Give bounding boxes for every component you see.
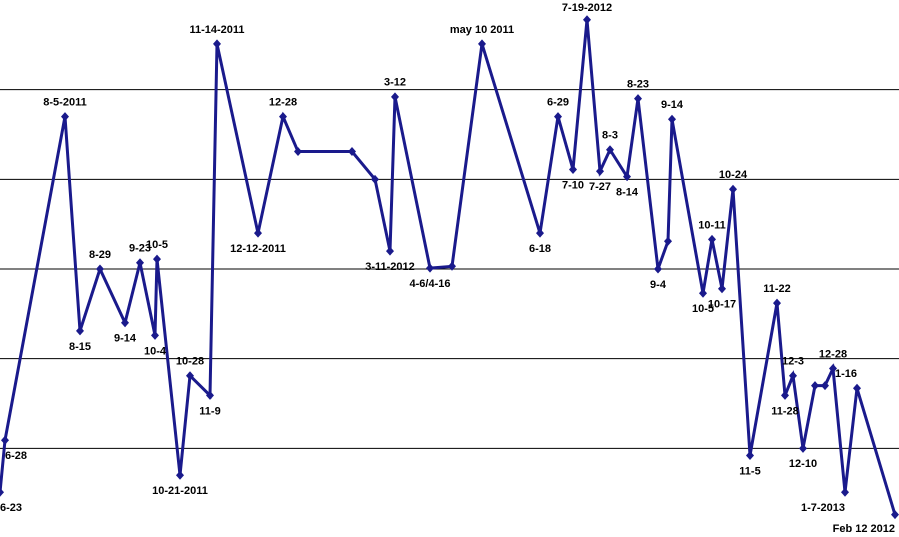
marker (829, 364, 837, 374)
marker (583, 15, 591, 25)
marker (789, 371, 797, 381)
point-label: 10-4 (144, 345, 167, 357)
marker (426, 263, 434, 273)
marker (891, 510, 899, 520)
marker (811, 381, 819, 391)
marker (348, 147, 356, 157)
marker (821, 381, 829, 391)
point-label: 12-28 (269, 96, 297, 108)
marker (206, 390, 214, 400)
marker (668, 114, 676, 124)
marker (121, 318, 129, 328)
point-label: 9-14 (661, 99, 684, 111)
point-label: 7-27 (589, 181, 611, 193)
point-label: 10-5 (146, 239, 168, 251)
marker (799, 443, 807, 453)
line (0, 19, 897, 516)
point-label: 10-21-2011 (152, 485, 208, 497)
point-label: 12-12-2011 (230, 243, 286, 255)
point-label: 12-10 (789, 458, 817, 470)
point-label: 8-15 (69, 341, 91, 353)
marker (634, 94, 642, 104)
marker (448, 261, 456, 271)
point-label: 7-10 (562, 179, 584, 191)
point-label: 6-29 (547, 96, 569, 108)
point-label: 10-24 (719, 169, 748, 181)
marker (153, 254, 161, 264)
marker (699, 288, 707, 298)
marker (654, 264, 662, 274)
point-label: 1-16 (835, 368, 857, 380)
marker (96, 264, 104, 274)
marker (478, 39, 486, 49)
marker (853, 383, 861, 393)
point-label: may 10 2011 (450, 24, 514, 36)
marker (536, 228, 544, 238)
marker (781, 390, 789, 400)
point-label: 8-5-2011 (43, 96, 86, 108)
marker (1, 435, 9, 445)
marker (554, 112, 562, 122)
marker (718, 284, 726, 294)
point-label: 10-11 (698, 219, 726, 231)
point-label: 8-23 (627, 79, 649, 91)
marker (76, 326, 84, 336)
marker (596, 166, 604, 176)
point-label: 12-3 (782, 356, 804, 368)
marker (254, 228, 262, 238)
marker (386, 246, 394, 256)
point-label: 10-5 (692, 303, 714, 315)
marker (213, 39, 221, 49)
point-label: 8-29 (89, 249, 111, 261)
marker (136, 258, 144, 268)
point-label: 11-9 (199, 405, 220, 417)
marker (606, 145, 614, 155)
point-label: 4-6/4-16 (410, 278, 451, 290)
point-label: 9-14 (114, 333, 137, 345)
marker (841, 487, 849, 497)
marker (746, 451, 754, 461)
point-label: 12-28 (819, 348, 847, 360)
marker (773, 298, 781, 308)
marker (729, 184, 737, 194)
marker (0, 487, 4, 497)
point-label: 8-14 (616, 187, 639, 199)
marker (294, 147, 302, 157)
point-label: 9-4 (650, 279, 667, 291)
marker (391, 92, 399, 102)
point-label: 8-3 (602, 130, 618, 142)
marker (279, 112, 287, 122)
point-label: 3-12 (384, 77, 406, 89)
point-label: 9-23 (129, 243, 151, 255)
marker (664, 236, 672, 246)
marker (186, 371, 194, 381)
point-label: 11-28 (771, 405, 799, 417)
point-label: 6-23 (0, 502, 22, 514)
point-label: 7-19-2012 (562, 2, 612, 14)
marker (569, 164, 577, 174)
marker (623, 172, 631, 182)
marker (176, 470, 184, 480)
point-label: 11-14-2011 (189, 24, 244, 36)
point-label: 11-22 (763, 283, 791, 295)
point-label: 6-28 (5, 450, 27, 462)
point-label: Feb 12 2012 (833, 523, 895, 535)
point-label: 1-7-2013 (801, 502, 845, 514)
point-label: 10-28 (176, 356, 204, 368)
point-label: 6-18 (529, 243, 551, 255)
marker (151, 330, 159, 340)
point-label: 11-5 (739, 465, 760, 477)
marker (708, 234, 716, 244)
point-label: 3-11-2012 (365, 261, 415, 273)
marker (371, 174, 379, 184)
point-label: 10-17 (708, 299, 736, 311)
marker (61, 112, 69, 122)
